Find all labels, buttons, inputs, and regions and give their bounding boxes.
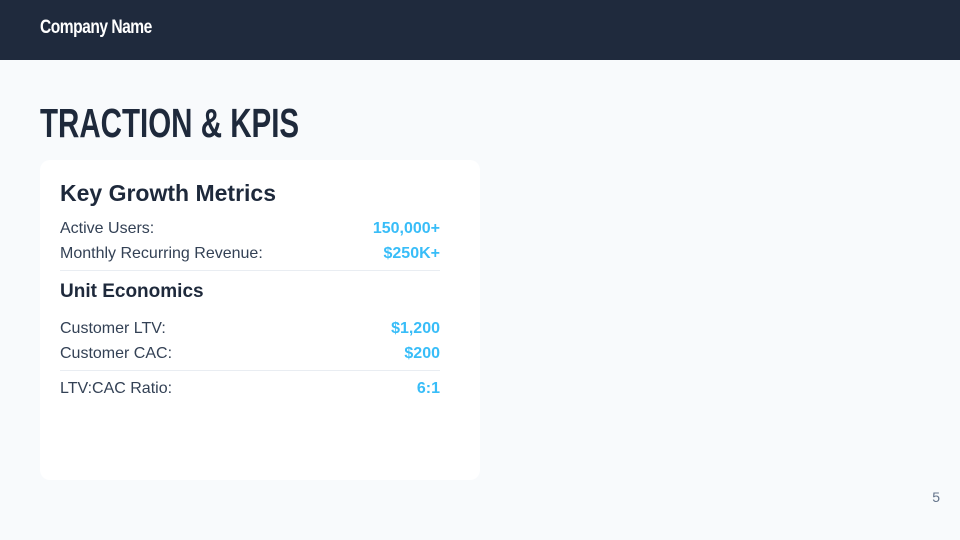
metric-value: $1,200	[391, 320, 440, 337]
metric-label: Customer LTV:	[60, 320, 166, 337]
metric-value: $200	[404, 345, 440, 362]
metric-label: LTV:CAC Ratio:	[60, 380, 173, 397]
metric-row-ltv-cac-ratio: LTV:CAC Ratio: 6:1	[60, 378, 440, 400]
page-title: TRACTION & KPIS	[40, 100, 300, 146]
metric-row-mrr: Monthly Recurring Revenue: $250K+	[60, 243, 440, 265]
metric-label: Monthly Recurring Revenue:	[60, 245, 263, 262]
metric-label: Customer CAC:	[60, 345, 173, 362]
company-name: Company Name	[40, 17, 152, 38]
metric-row-cac: Customer CAC: $200	[60, 343, 440, 365]
divider	[60, 370, 440, 371]
divider	[60, 270, 440, 271]
metric-label: Active Users:	[60, 220, 155, 237]
metric-value: 150,000+	[372, 220, 440, 237]
metric-row-active-users: Active Users: 150,000+	[60, 218, 440, 240]
header-bar: Company Name	[0, 0, 960, 60]
growth-metrics-heading: Key Growth Metrics	[60, 180, 276, 206]
metric-value: $250K+	[383, 245, 441, 262]
unit-economics-heading: Unit Economics	[60, 281, 204, 302]
metrics-card: Key Growth Metrics Active Users: 150,000…	[40, 160, 480, 480]
metric-row-ltv: Customer LTV: $1,200	[60, 318, 440, 340]
page-number: 5	[932, 489, 940, 505]
metric-value: 6:1	[416, 380, 440, 397]
